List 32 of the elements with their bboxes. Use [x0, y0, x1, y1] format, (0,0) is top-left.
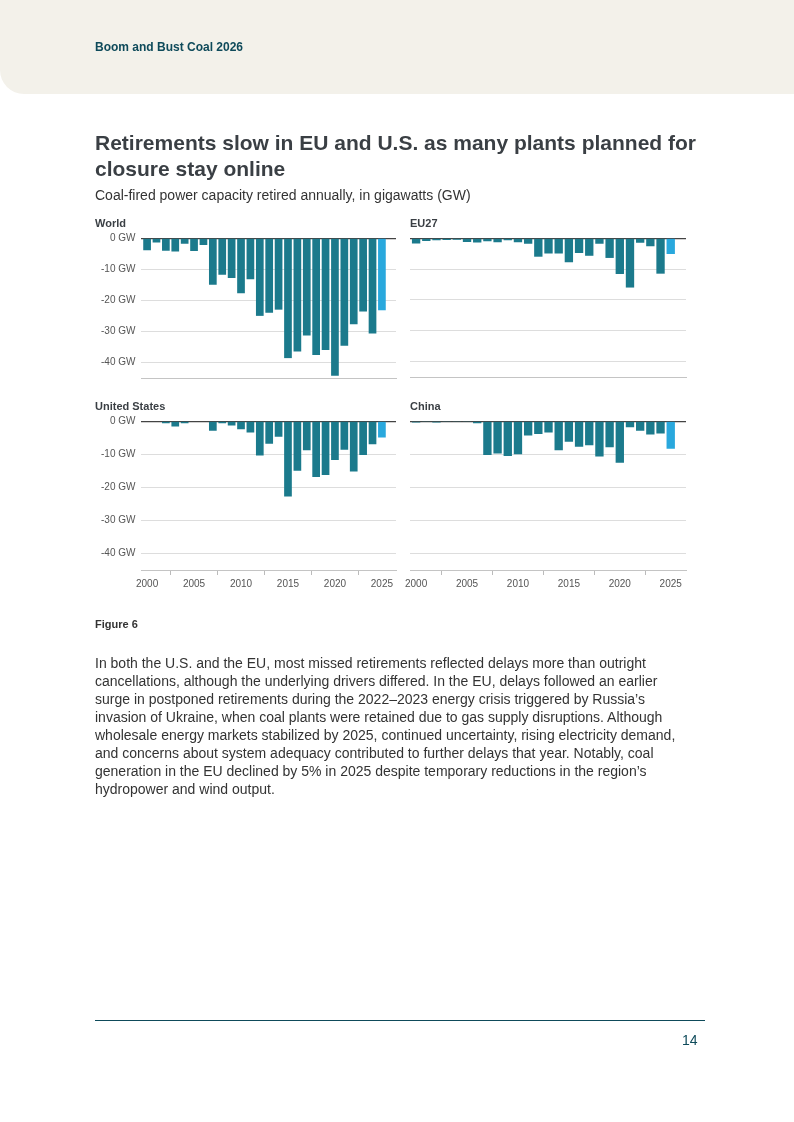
x-tick-label: 2025	[370, 577, 394, 589]
x-tick-label: 2010	[229, 577, 253, 589]
caption: Figure 6	[95, 618, 138, 630]
chart-title: World	[95, 216, 126, 229]
x-tick-label: 2020	[608, 577, 632, 589]
text: Coal-fired power capacity retired annually, in gigawatts (GW)	[95, 187, 471, 203]
x-tick-label: 2015	[276, 577, 300, 589]
y-tick-label: -20 GW	[101, 481, 136, 493]
x-tick-label: 2005	[455, 577, 479, 589]
y-tick-label: -10 GW	[101, 448, 136, 460]
chart-title: United States	[95, 399, 166, 412]
x-tick-label: 2000	[404, 577, 428, 589]
x-tick-label: 2015	[557, 577, 581, 589]
y-tick-label: -10 GW	[101, 263, 136, 275]
x-tick-label: 2010	[506, 577, 530, 589]
y-tick-label: 0 GW	[109, 231, 136, 243]
text: 14	[682, 1032, 698, 1048]
text: Retirements slow in EU and U.S. as many plants planned for closure stay online	[95, 130, 697, 182]
y-tick-label: -40 GW	[101, 547, 136, 559]
text: Boom and Bust Coal 2026	[95, 40, 244, 54]
x-tick-label: 2005	[182, 577, 206, 589]
y-tick-label: -20 GW	[101, 294, 136, 306]
y-tick-label: 0 GW	[109, 414, 136, 426]
chart-title: EU27	[410, 216, 438, 229]
x-tick-label: 2020	[323, 577, 347, 589]
x-tick-label: 2025	[659, 577, 683, 589]
text: In both the U.S. and the EU, most missed retirements reflected delays more than outright cancellations, although the underlying drivers differed. In the EU, delays followed an earlier surge in postponed retirements during the 2022–2023 energy crisis triggered by Russia’s invasion of Ukraine, when coal plants were retained due to gas supply disruptions. Although wholesale energy markets stabilized by 2025, continued uncertainty, rising electricity demand, and concerns about system adequacy contributed to further delays that year. Notably, coal generation in the EU declined by 5% in 2025 despite temporary reductions in the region’s hydropower and wind output.	[95, 654, 677, 798]
x-tick-label: 2000	[135, 577, 159, 589]
y-tick-label: -30 GW	[101, 514, 136, 526]
y-tick-label: -40 GW	[101, 356, 136, 368]
chart-title: China	[410, 399, 442, 412]
y-tick-label: -30 GW	[101, 325, 136, 337]
